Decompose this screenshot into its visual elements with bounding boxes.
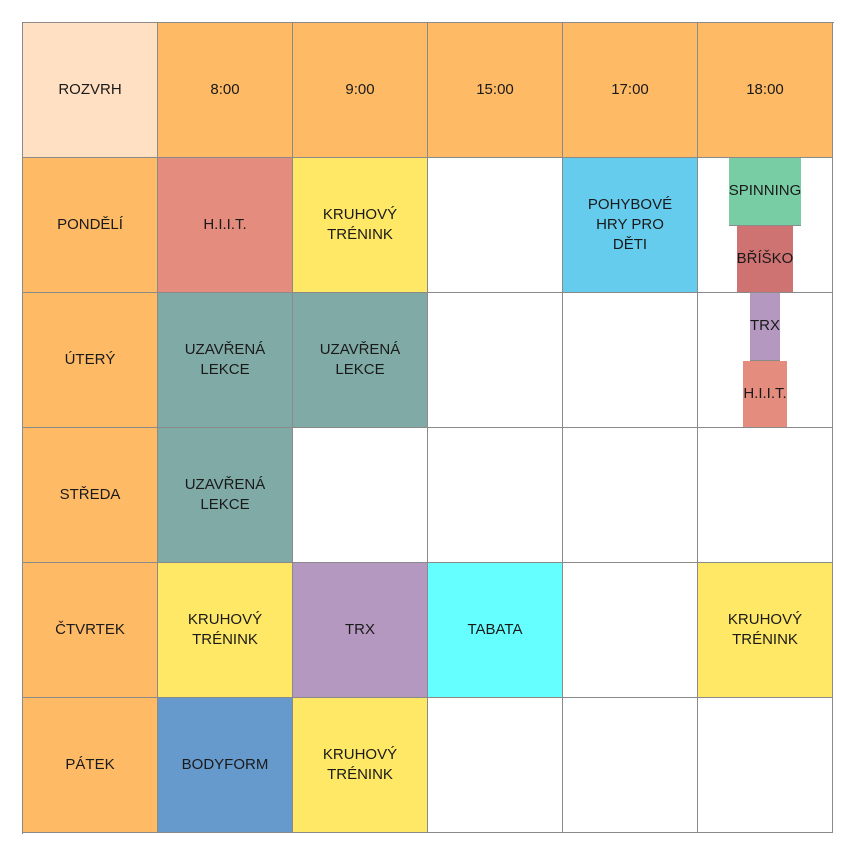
class-cell-wed-1800 — [698, 428, 833, 563]
day-header-tuesday: ÚTERÝ — [23, 293, 158, 428]
class-cell-wed-1700 — [563, 428, 698, 563]
class-cell-thu-800: KRUHOVÝ TRÉNINK — [158, 563, 293, 698]
class-cell-mon-800: H.I.I.T. — [158, 158, 293, 293]
class-cell-thu-900: TRX — [293, 563, 428, 698]
time-header-17: 17:00 — [563, 23, 698, 158]
schedule-grid: ROZVRH 8:00 9:00 15:00 17:00 18:00 PONDĚ… — [22, 22, 834, 834]
class-cell-wed-1500 — [428, 428, 563, 563]
class-cell-mon-900: KRUHOVÝ TRÉNINK — [293, 158, 428, 293]
class-cell-fri-1800 — [698, 698, 833, 833]
time-header-15: 15:00 — [428, 23, 563, 158]
class-cell-tue-1700 — [563, 293, 698, 428]
class-slot-tue-1800-trx: TRX — [750, 293, 780, 361]
corner-title-cell: ROZVRH — [23, 23, 158, 158]
class-cell-tue-1800: TRX H.I.I.T. — [698, 293, 833, 428]
time-header-9: 9:00 — [293, 23, 428, 158]
class-cell-thu-1800: KRUHOVÝ TRÉNINK — [698, 563, 833, 698]
class-cell-wed-800: UZAVŘENÁ LEKCE — [158, 428, 293, 563]
class-cell-mon-1800: SPINNING BŘÍŠKO — [698, 158, 833, 293]
class-cell-thu-1500: TABATA — [428, 563, 563, 698]
class-cell-wed-900 — [293, 428, 428, 563]
class-cell-tue-800: UZAVŘENÁ LEKCE — [158, 293, 293, 428]
time-header-18: 18:00 — [698, 23, 833, 158]
class-cell-tue-1500 — [428, 293, 563, 428]
class-slot-mon-1800-brisko: BŘÍŠKO — [736, 225, 794, 292]
class-cell-thu-1700 — [563, 563, 698, 698]
class-cell-fri-1700 — [563, 698, 698, 833]
day-header-wednesday: STŘEDA — [23, 428, 158, 563]
class-slot-mon-1800-spinning: SPINNING — [728, 158, 802, 226]
time-header-8: 8:00 — [158, 23, 293, 158]
day-header-friday: PÁTEK — [23, 698, 158, 833]
class-cell-fri-1500 — [428, 698, 563, 833]
class-slot-tue-1800-hiit: H.I.I.T. — [743, 360, 787, 427]
day-header-thursday: ČTVRTEK — [23, 563, 158, 698]
class-cell-mon-1500 — [428, 158, 563, 293]
class-cell-mon-1700: POHYBOVÉ HRY PRO DĚTI — [563, 158, 698, 293]
class-cell-fri-900: KRUHOVÝ TRÉNINK — [293, 698, 428, 833]
day-header-monday: PONDĚLÍ — [23, 158, 158, 293]
class-cell-tue-900: UZAVŘENÁ LEKCE — [293, 293, 428, 428]
class-cell-fri-800: BODYFORM — [158, 698, 293, 833]
